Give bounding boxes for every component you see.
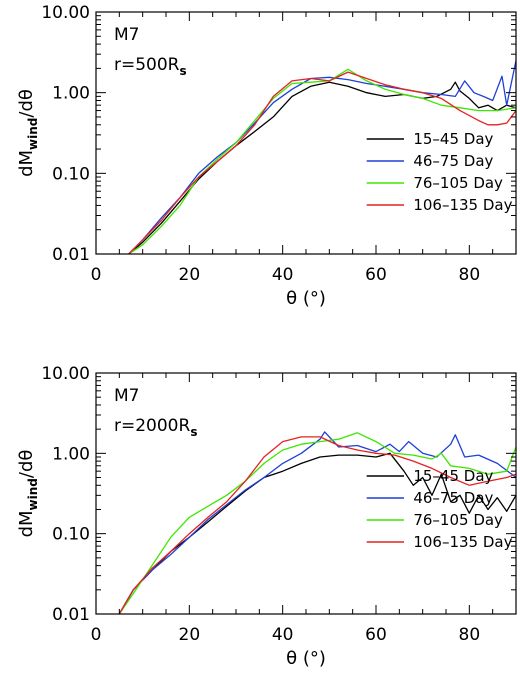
series-group (128, 60, 516, 254)
legend-label-2: 46–75 Day (413, 152, 493, 170)
y-axis-label: dMwind/dθ (16, 89, 40, 177)
series-line-1 (118, 452, 516, 614)
series-group (118, 431, 516, 614)
radius-annotation: r=500Rs (114, 55, 187, 78)
y-label-sub: wind (26, 118, 40, 150)
y-tick-label: 0.10 (52, 164, 90, 184)
legend-label-4: 106–135 Day (413, 533, 512, 551)
x-tick-label: 0 (91, 625, 102, 645)
y-tick-label: 0.01 (52, 605, 90, 625)
y-label-tail: /dθ (16, 450, 37, 479)
chart-panel-bottom: 0 20 40 60 80 0.01 0.10 1.00 10.00 θ (°) dMwind/dθ… (16, 364, 517, 669)
radius-sub: s (180, 64, 187, 78)
x-tick-label: 80 (459, 265, 481, 285)
x-axis-label: θ (°) (286, 648, 326, 669)
x-tick-label: 60 (365, 625, 387, 645)
legend-label-2: 46–75 Day (413, 489, 493, 507)
x-tick-label: 0 (91, 265, 102, 285)
x-tick-label: 20 (179, 265, 201, 285)
series-line-2 (128, 60, 516, 254)
y-label-main: dM (16, 150, 37, 177)
x-tick-label: 40 (272, 625, 294, 645)
x-tick-label: 40 (272, 265, 294, 285)
x-axis-label: θ (°) (286, 288, 326, 309)
y-tick-label: 1.00 (52, 444, 90, 464)
x-tick-label: 80 (459, 625, 481, 645)
legend-label-1: 15–45 Day (413, 130, 493, 148)
y-label-tail: /dθ (16, 89, 37, 118)
y-tick-label: 0.10 (52, 525, 90, 545)
radius-annotation: r=2000Rs (114, 416, 197, 439)
radius-sub: s (190, 425, 197, 439)
model-annotation: M7 (114, 386, 139, 406)
x-tick-label: 20 (179, 625, 201, 645)
chart-panel-top: 0 20 40 60 80 0.01 0.10 1.00 10.00 θ (°) dMwind/dθ… (16, 3, 517, 309)
x-tick-label: 60 (365, 265, 387, 285)
legend-label-3: 76–105 Day (413, 174, 503, 192)
legend-label-1: 15–45 Day (413, 467, 493, 485)
legend-label-4: 106–135 Day (413, 196, 512, 214)
y-tick-label: 1.00 (52, 84, 90, 104)
y-tick-label: 10.00 (41, 364, 90, 384)
series-line-4 (128, 71, 516, 254)
legend-label-3: 76–105 Day (413, 511, 503, 529)
series-line-3 (118, 432, 516, 614)
y-tick-label: 10.00 (41, 3, 90, 23)
y-label-sub: wind (26, 478, 40, 510)
series-line-1 (128, 81, 516, 254)
radius-prefix: r=2000R (114, 416, 190, 436)
radius-prefix: r=500R (114, 55, 180, 75)
series-line-3 (128, 68, 516, 254)
series-line-2 (118, 431, 516, 614)
model-annotation: M7 (114, 25, 139, 45)
series-line-4 (118, 436, 516, 614)
y-label-main: dM (16, 510, 37, 537)
y-axis-label: dMwind/dθ (16, 450, 40, 538)
y-tick-label: 0.01 (52, 245, 90, 265)
